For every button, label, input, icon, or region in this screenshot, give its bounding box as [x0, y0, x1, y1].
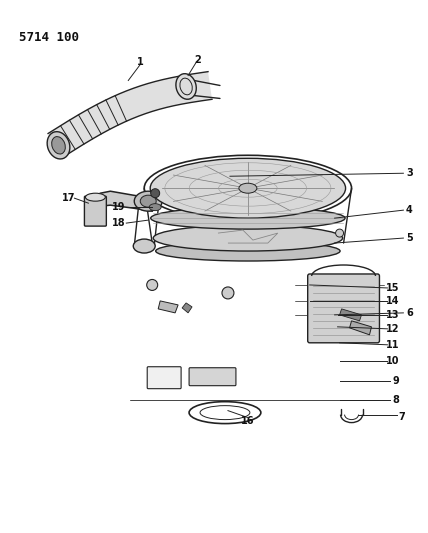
Polygon shape	[101, 191, 152, 211]
Ellipse shape	[86, 193, 105, 201]
Ellipse shape	[134, 191, 162, 211]
Circle shape	[147, 279, 158, 290]
Text: 10: 10	[386, 356, 399, 366]
Ellipse shape	[140, 195, 156, 207]
Circle shape	[151, 189, 160, 198]
Text: 5: 5	[406, 233, 413, 243]
Text: 4: 4	[406, 205, 413, 215]
Polygon shape	[158, 301, 178, 313]
Text: 12: 12	[386, 324, 399, 334]
Ellipse shape	[47, 132, 70, 159]
Ellipse shape	[151, 207, 345, 229]
Text: 9: 9	[392, 376, 399, 386]
Ellipse shape	[153, 225, 342, 251]
Text: 15: 15	[386, 283, 399, 293]
Text: 5714 100: 5714 100	[19, 30, 79, 44]
FancyBboxPatch shape	[189, 368, 236, 386]
Circle shape	[222, 287, 234, 299]
Text: 7: 7	[398, 411, 405, 422]
Text: 17: 17	[62, 193, 75, 203]
FancyBboxPatch shape	[84, 196, 106, 226]
Text: 8: 8	[392, 394, 399, 405]
Polygon shape	[182, 303, 192, 313]
Text: 19: 19	[112, 202, 125, 212]
Text: 14: 14	[386, 296, 399, 306]
Ellipse shape	[156, 241, 340, 261]
FancyBboxPatch shape	[308, 274, 380, 343]
Circle shape	[336, 229, 344, 237]
Text: 13: 13	[386, 310, 399, 320]
Text: 6: 6	[406, 308, 413, 318]
Ellipse shape	[52, 136, 65, 154]
Circle shape	[214, 171, 223, 180]
Ellipse shape	[133, 239, 155, 253]
Text: 2: 2	[195, 54, 202, 64]
Text: 3: 3	[406, 168, 413, 178]
Text: 16: 16	[241, 416, 255, 425]
FancyBboxPatch shape	[147, 367, 181, 389]
Polygon shape	[48, 71, 212, 157]
Ellipse shape	[150, 158, 345, 218]
Text: 1: 1	[137, 56, 144, 67]
Ellipse shape	[239, 183, 257, 193]
Polygon shape	[350, 321, 372, 335]
Text: 11: 11	[386, 340, 399, 350]
Polygon shape	[339, 309, 362, 321]
Text: 18: 18	[112, 218, 125, 228]
Ellipse shape	[149, 204, 161, 211]
Ellipse shape	[176, 74, 196, 99]
